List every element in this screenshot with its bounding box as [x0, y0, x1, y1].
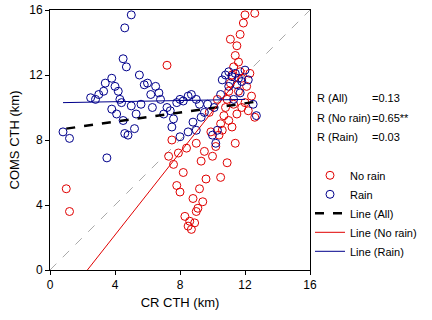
- svg-text:12: 12: [29, 68, 43, 82]
- svg-text:Line (Rain): Line (Rain): [350, 246, 404, 258]
- svg-text:No rain: No rain: [350, 170, 385, 182]
- svg-text:8: 8: [36, 133, 43, 147]
- svg-text:Line (No rain): Line (No rain): [350, 227, 417, 239]
- svg-text:R (All): R (All): [317, 92, 348, 104]
- svg-text:8: 8: [177, 278, 184, 292]
- svg-text:COMS CTH (km): COMS CTH (km): [7, 91, 22, 190]
- svg-text:=0.03: =0.03: [372, 131, 400, 143]
- svg-text:Line (All): Line (All): [350, 208, 393, 220]
- svg-text:0: 0: [36, 263, 43, 277]
- svg-text:16: 16: [303, 278, 317, 292]
- svg-text:R (Rain): R (Rain): [317, 131, 358, 143]
- svg-text:0: 0: [47, 278, 54, 292]
- svg-text:4: 4: [36, 198, 43, 212]
- svg-text:CR CTH (km): CR CTH (km): [141, 295, 220, 310]
- svg-text:4: 4: [112, 278, 119, 292]
- svg-text:=0.65**: =0.65**: [372, 112, 409, 124]
- svg-text:R (No rain): R (No rain): [317, 112, 371, 124]
- svg-text:Rain: Rain: [350, 189, 373, 201]
- svg-text:12: 12: [238, 278, 252, 292]
- svg-text:=0.13: =0.13: [372, 92, 400, 104]
- svg-text:16: 16: [29, 3, 43, 17]
